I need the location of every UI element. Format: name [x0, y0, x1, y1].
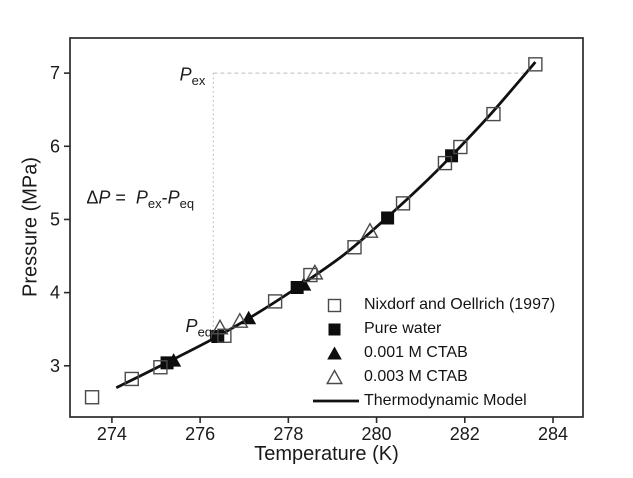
x-tick-label: 276 [185, 424, 215, 444]
data-point-nixdorf [84, 390, 100, 405]
x-tick-label: 284 [538, 424, 568, 444]
legend-item-001-ctab: 0.001 M CTAB [312, 345, 555, 361]
x-tick-label: 278 [273, 424, 303, 444]
data-point-pure-water [381, 211, 395, 225]
legend-label: 0.003 M CTAB [364, 368, 468, 385]
data-point-nixdorf [124, 371, 139, 387]
legend-label: Nixdorf and Oellrich (1997) [364, 296, 556, 313]
open-square-icon [327, 298, 342, 313]
legend: Nixdorf and Oellrich (1997) Pure water 0… [312, 297, 555, 409]
legend-label: 0.001 M CTAB [364, 344, 468, 361]
data-point-nixdorf [437, 155, 453, 171]
data-point-nixdorf [453, 139, 468, 155]
legend-item-003-ctab: 0.003 M CTAB [312, 369, 555, 385]
open-triangle-icon [326, 369, 343, 385]
data-point-nixdorf [303, 267, 318, 283]
p-ex-label: Pex [180, 64, 206, 88]
data-point-nixdorf [347, 240, 362, 255]
data-point-pure-water [445, 149, 459, 163]
filled-square-icon [328, 323, 341, 336]
y-tick-label: 4 [50, 283, 60, 303]
legend-item-model: Thermodynamic Model [312, 393, 555, 409]
model-line-icon [313, 399, 359, 403]
data-point-003-ctab [306, 263, 324, 280]
y-axis-title: Pressure (MPa) [19, 156, 42, 298]
y-tick-label: 6 [50, 136, 60, 156]
x-tick-label: 282 [450, 424, 480, 444]
plot-frame [69, 37, 584, 418]
x-axis-title: Temperature (K) [254, 443, 399, 465]
data-point-nixdorf [395, 196, 411, 211]
data-point-nixdorf [267, 294, 283, 309]
legend-label: Thermodynamic Model [364, 392, 527, 409]
data-point-001-ctab [166, 353, 182, 367]
legend-item-nixdorf: Nixdorf and Oellrich (1997) [312, 297, 555, 313]
y-tick-label: 7 [50, 63, 60, 83]
data-point-nixdorf [486, 106, 501, 122]
legend-item-pure-water: Pure water [312, 321, 555, 337]
x-tick-label: 274 [97, 424, 127, 444]
delta-p-equation-label: ΔP = Pex-Peq [86, 187, 194, 211]
data-point-003-ctab [231, 312, 249, 328]
data-point-003-ctab [211, 318, 229, 335]
p-eq-label: Peq [186, 316, 212, 340]
data-point-001-ctab [296, 277, 312, 291]
filled-triangle-icon [327, 346, 342, 360]
data-point-nixdorf [528, 57, 543, 72]
x-tick-label: 280 [362, 424, 392, 444]
y-tick-label: 5 [50, 209, 60, 229]
legend-label: Pure water [364, 320, 442, 337]
data-point-001-ctab [241, 310, 257, 325]
y-tick-label: 3 [50, 356, 60, 376]
data-point-nixdorf [153, 360, 168, 375]
data-point-003-ctab [361, 222, 379, 238]
